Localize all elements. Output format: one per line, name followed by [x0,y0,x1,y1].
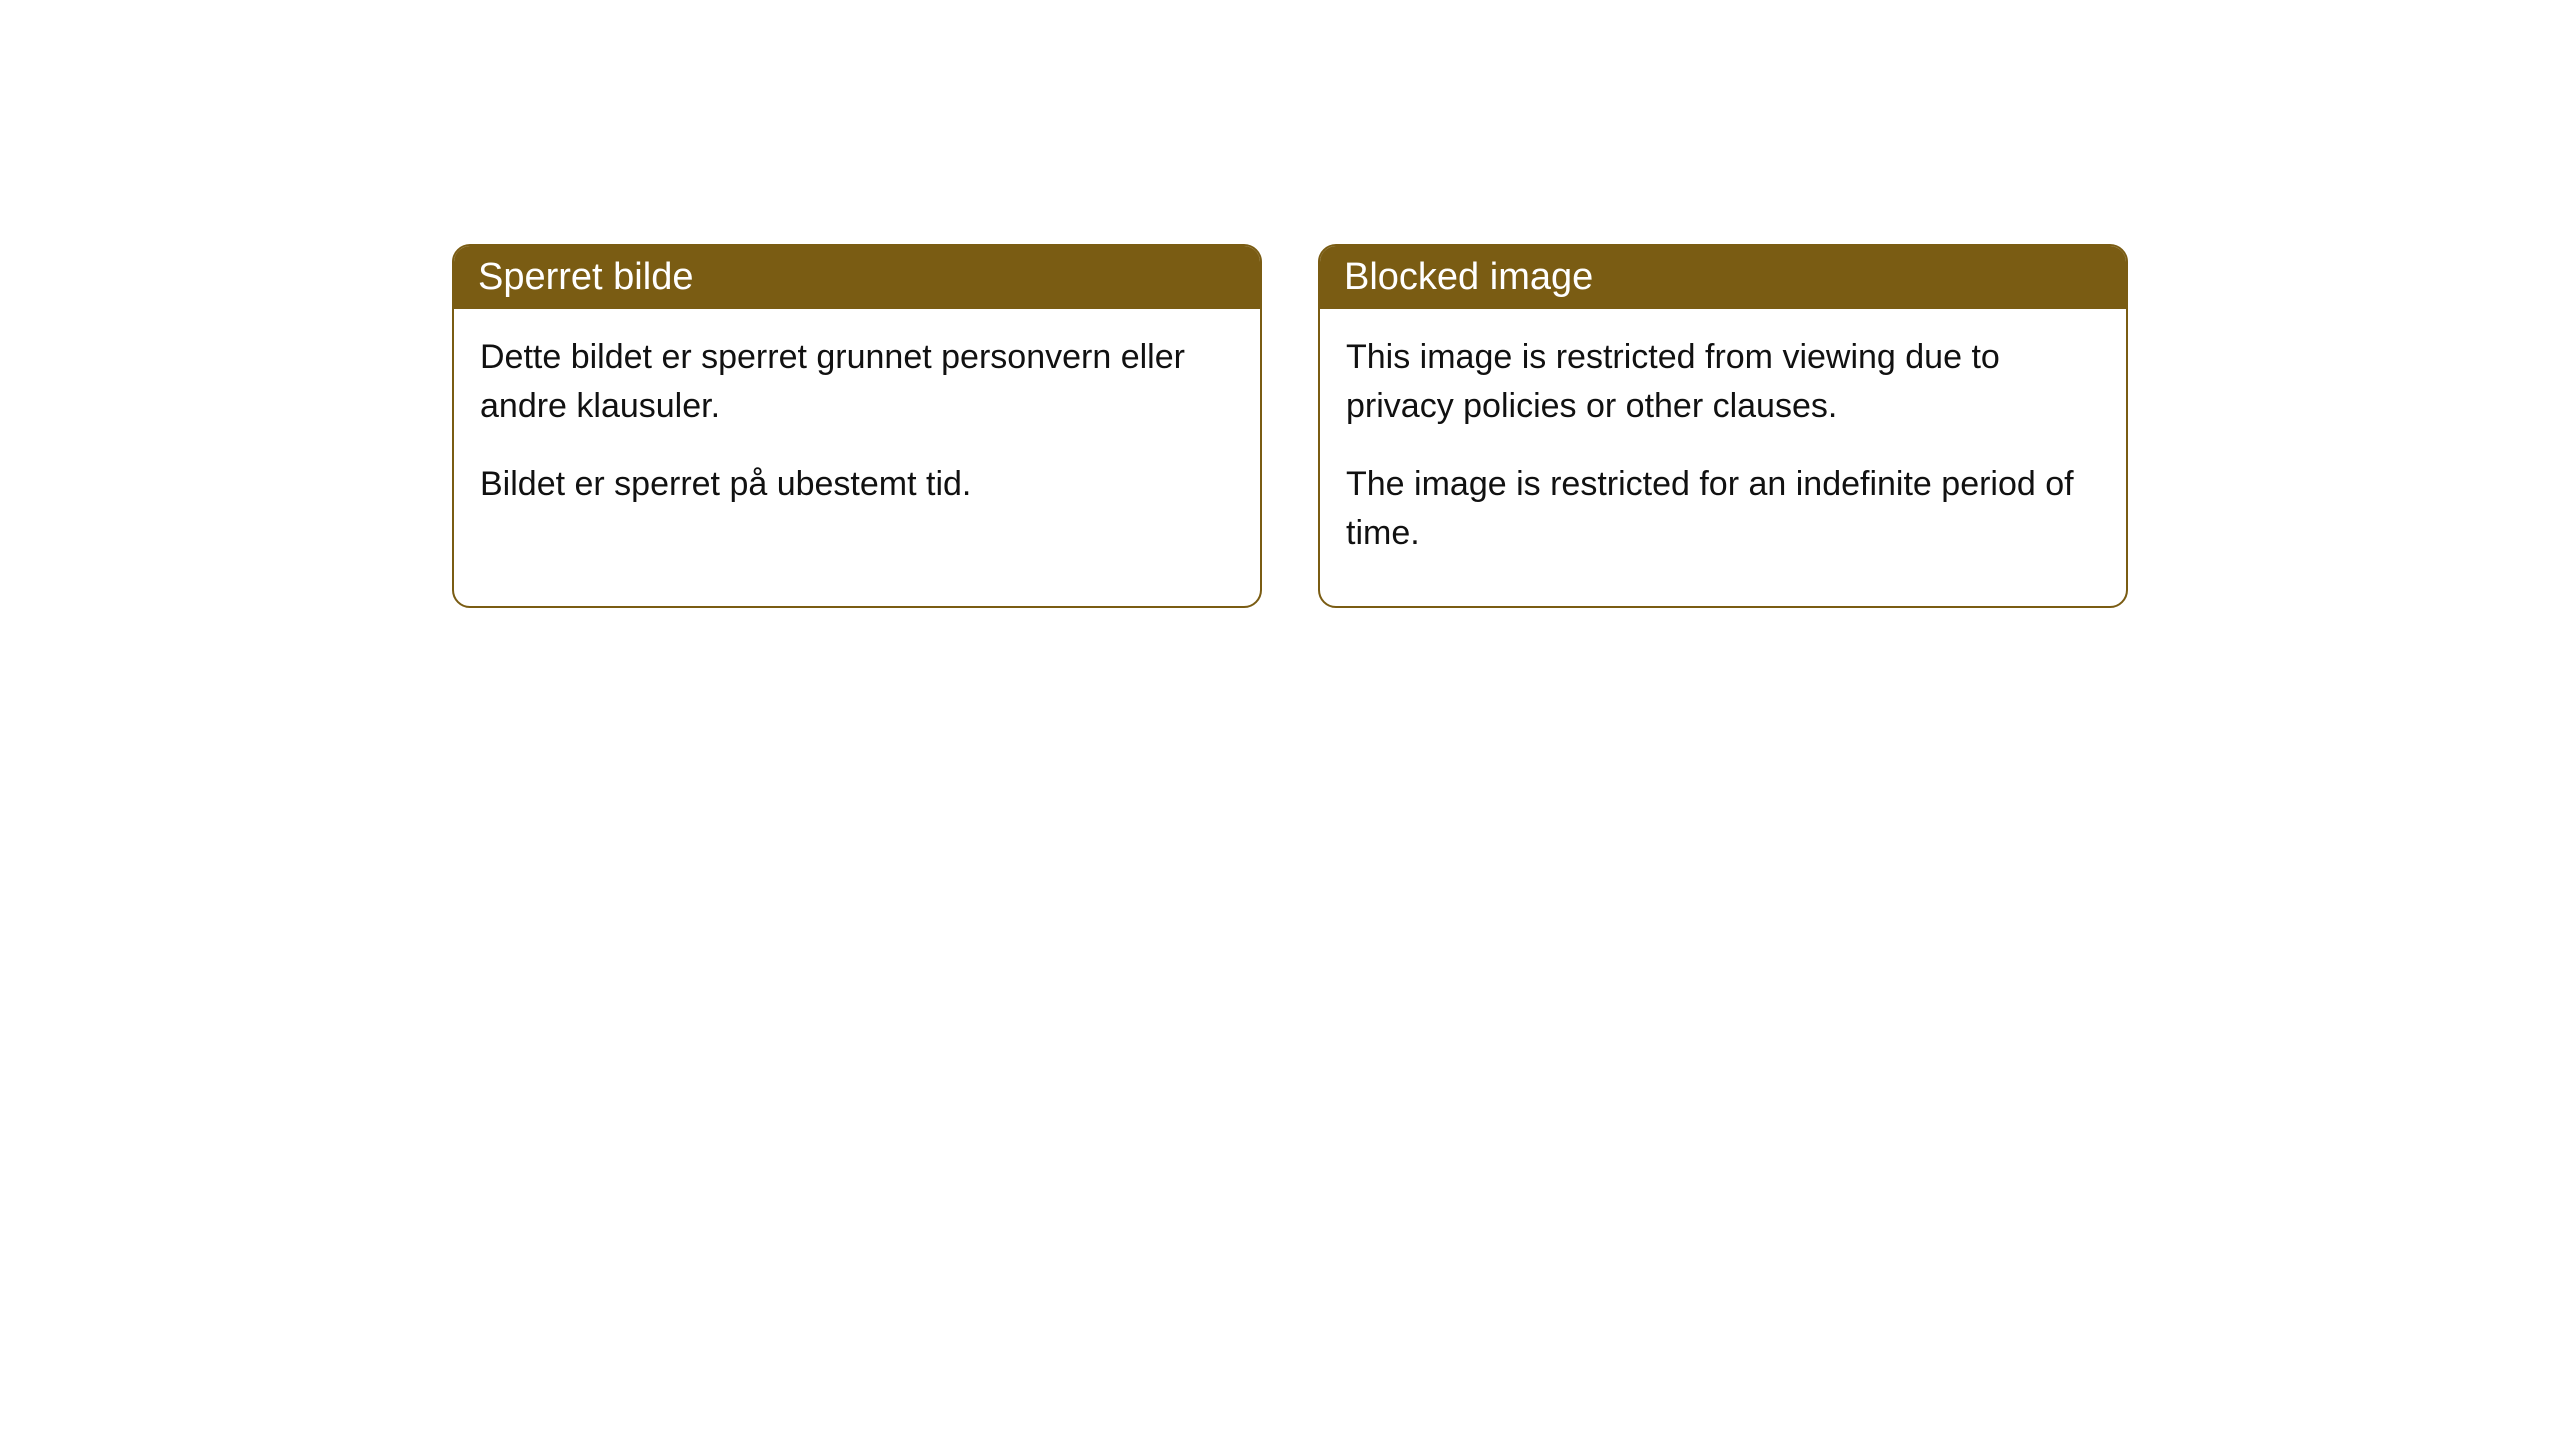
card-paragraph: The image is restricted for an indefinit… [1346,460,2100,559]
card-paragraph: This image is restricted from viewing du… [1346,333,2100,432]
card-title: Blocked image [1344,256,1593,298]
card-header: Blocked image [1320,246,2126,309]
card-paragraph: Bildet er sperret på ubestemt tid. [480,460,1234,509]
notice-card-english: Blocked image This image is restricted f… [1318,244,2128,608]
card-body: This image is restricted from viewing du… [1320,309,2126,606]
card-paragraph: Dette bildet er sperret grunnet personve… [480,333,1234,432]
card-body: Dette bildet er sperret grunnet personve… [454,309,1260,557]
card-header: Sperret bilde [454,246,1260,309]
notice-cards-container: Sperret bilde Dette bildet er sperret gr… [452,244,2128,608]
card-title: Sperret bilde [478,256,693,298]
notice-card-norwegian: Sperret bilde Dette bildet er sperret gr… [452,244,1262,608]
